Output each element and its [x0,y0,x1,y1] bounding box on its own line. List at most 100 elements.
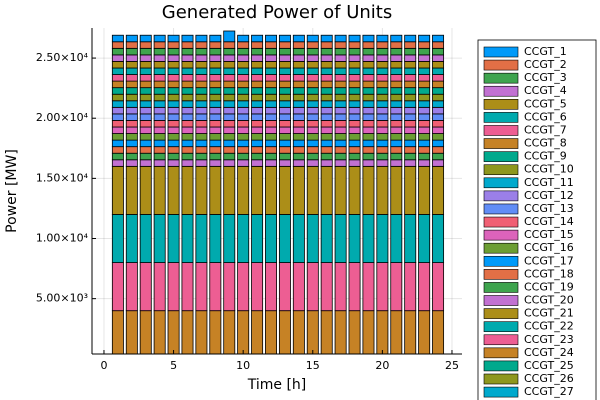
bar-segment [418,214,431,263]
bar-segment [306,146,319,154]
bar-segment [278,47,291,56]
bar-segment [195,100,208,108]
legend-swatch [483,229,519,241]
legend-swatch [483,138,519,149]
bar-segment [320,41,333,49]
bar-segment [181,100,194,108]
bar-segment [223,113,236,121]
bar-segment [348,126,361,134]
bar-segment [153,120,166,128]
bar-segment [209,106,222,115]
bar-segment [209,54,222,62]
legend-swatch [483,59,519,71]
bar-segment [306,120,319,128]
bar-segment [265,106,277,115]
bar-segment [181,87,194,95]
bar-segment [153,146,166,154]
bar-segment [292,159,305,167]
bar-segment [376,93,389,102]
bar-segment [390,67,403,75]
bar-segment [237,113,250,121]
bar-segment [153,93,166,102]
legend-swatch [483,177,519,189]
bar-segment [334,146,347,154]
bar-segment [390,87,403,95]
legend-swatch [483,282,519,293]
bar-segment [265,262,277,312]
bar-segment [237,74,250,82]
bar-segment [111,152,124,161]
bar-segment [111,74,124,82]
bar-segment [237,152,250,161]
bar-segment [334,113,347,121]
bar-segment [265,74,277,82]
bar-segment [292,100,305,108]
bar-segment [139,159,152,167]
bar-segment [418,310,431,354]
bar-segment [251,146,264,154]
bar-segment [265,54,277,62]
bar-segment [362,74,375,82]
bar-segment [320,214,333,263]
bar-segment [390,120,403,128]
bar-segment [292,165,305,215]
bar-segment [292,106,305,115]
bar-segment [390,165,403,215]
bar-segment [139,152,152,161]
bar-segment [306,113,319,121]
bar-segment [278,152,291,161]
legend-label: CCGT_22 [524,320,574,333]
bar-segment [292,34,305,43]
bar-segment [209,152,222,161]
bar-segment [390,80,403,89]
x-tick-label: 5 [170,359,177,372]
legend-swatch [483,386,519,398]
bar-segment [376,67,389,75]
bar-segment [320,80,333,89]
bar-segment [334,54,347,62]
bar-segment [348,310,361,354]
bar-segment [362,214,375,263]
bar-segment [111,126,124,134]
bar-segment [432,214,445,263]
bar-segment [265,152,277,161]
bar-segment [209,100,222,108]
bar-segment [320,54,333,62]
bar-segment [432,67,445,75]
bar-segment [334,47,347,56]
bar-segment [111,106,124,115]
legend-label: CCGT_3 [524,71,567,84]
legend-label: CCGT_9 [524,150,567,163]
bar-segment [209,47,222,56]
bar-segment [209,146,222,154]
bar-segment [237,80,250,89]
bar-segment [418,87,431,95]
bar-segment [139,214,152,263]
bar-segment [181,67,194,75]
bar-segment [125,152,138,161]
bar-segment [167,54,180,62]
bar-segment [418,146,431,154]
bar-segment [404,159,417,167]
bar-segment [278,146,291,154]
bar-segment [418,47,431,56]
legend-label: CCGT_23 [524,333,574,346]
bar-segment [362,54,375,62]
bar-segment [348,87,361,95]
bar-segment [320,93,333,102]
bar-segment [181,74,194,82]
bar-segment [362,80,375,89]
x-tick-label: 15 [306,359,320,372]
bar-segment [265,214,277,263]
bar-segment [362,47,375,56]
bar-segment [181,113,194,121]
bar-segment [404,126,417,134]
bar-segment [278,67,291,75]
bar-segment [362,139,375,148]
bar-segment [195,214,208,263]
bar-segment [404,120,417,128]
bar-segment [320,165,333,215]
bar-segment [362,126,375,134]
bar-segment [209,67,222,75]
bar-segment [237,262,250,312]
